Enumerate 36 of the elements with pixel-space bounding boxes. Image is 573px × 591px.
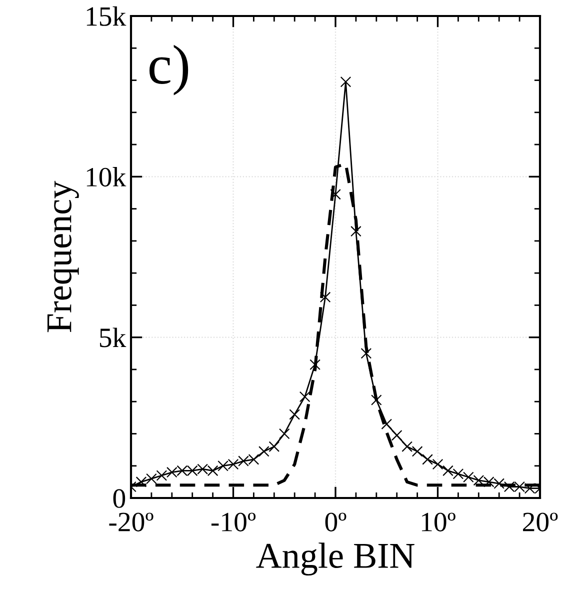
point	[370, 394, 382, 406]
point	[299, 391, 310, 402]
point	[268, 441, 280, 452]
point	[360, 348, 372, 359]
y-tick-label: 10k	[86, 167, 126, 187]
point	[330, 188, 341, 200]
x-tick-label: 10º	[422, 512, 456, 532]
point	[258, 446, 270, 457]
point	[412, 446, 423, 457]
point	[310, 359, 320, 370]
point	[463, 472, 474, 483]
point	[452, 468, 464, 480]
point	[156, 470, 168, 481]
y-tick-label: 15k	[86, 6, 126, 26]
point	[432, 458, 444, 470]
x-tick-label: -20º	[109, 512, 154, 532]
x-axis-title: Angle BIN	[256, 542, 414, 576]
point	[146, 473, 157, 484]
annotation: c)	[149, 44, 188, 96]
x-tick-label: -10º	[211, 512, 256, 532]
point	[320, 292, 331, 303]
point	[381, 418, 392, 430]
x-tick-label: 0º	[325, 512, 346, 532]
point	[391, 430, 402, 441]
point	[422, 454, 433, 465]
y-axis-title: Frequency	[47, 180, 79, 332]
y-tick-label: 0	[113, 489, 126, 508]
point	[402, 441, 412, 452]
x-tick-label: 20º	[523, 512, 558, 532]
point	[289, 409, 300, 420]
point	[340, 76, 352, 88]
y-tick-label: 5k	[100, 328, 126, 348]
point	[136, 476, 147, 488]
point	[278, 428, 290, 440]
point	[442, 465, 454, 476]
point	[350, 226, 362, 237]
